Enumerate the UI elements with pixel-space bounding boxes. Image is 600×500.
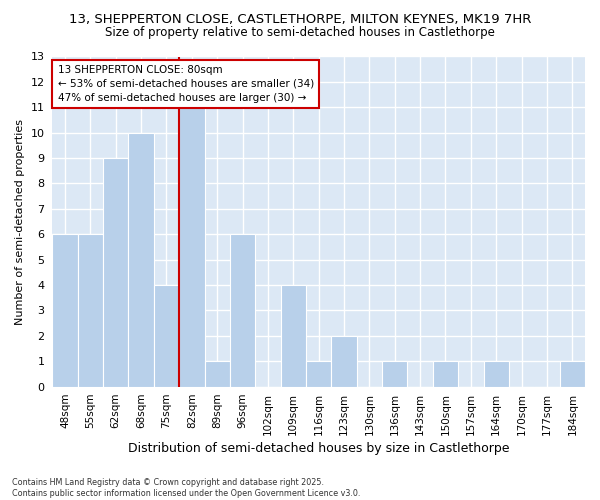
Text: Size of property relative to semi-detached houses in Castlethorpe: Size of property relative to semi-detach… — [105, 26, 495, 39]
Text: Contains HM Land Registry data © Crown copyright and database right 2025.
Contai: Contains HM Land Registry data © Crown c… — [12, 478, 361, 498]
Bar — [179, 108, 205, 386]
Bar — [281, 285, 306, 386]
Bar — [128, 132, 154, 386]
Bar — [205, 362, 230, 386]
Bar — [331, 336, 357, 386]
Bar — [484, 362, 509, 386]
Bar — [154, 285, 179, 386]
Text: 13, SHEPPERTON CLOSE, CASTLETHORPE, MILTON KEYNES, MK19 7HR: 13, SHEPPERTON CLOSE, CASTLETHORPE, MILT… — [69, 12, 531, 26]
Text: 13 SHEPPERTON CLOSE: 80sqm
← 53% of semi-detached houses are smaller (34)
47% of: 13 SHEPPERTON CLOSE: 80sqm ← 53% of semi… — [58, 65, 314, 103]
Bar — [382, 362, 407, 386]
Bar — [52, 234, 77, 386]
Bar — [103, 158, 128, 386]
Bar — [560, 362, 585, 386]
Bar — [433, 362, 458, 386]
Bar — [230, 234, 255, 386]
Bar — [306, 362, 331, 386]
X-axis label: Distribution of semi-detached houses by size in Castlethorpe: Distribution of semi-detached houses by … — [128, 442, 509, 455]
Bar — [77, 234, 103, 386]
Y-axis label: Number of semi-detached properties: Number of semi-detached properties — [15, 118, 25, 324]
